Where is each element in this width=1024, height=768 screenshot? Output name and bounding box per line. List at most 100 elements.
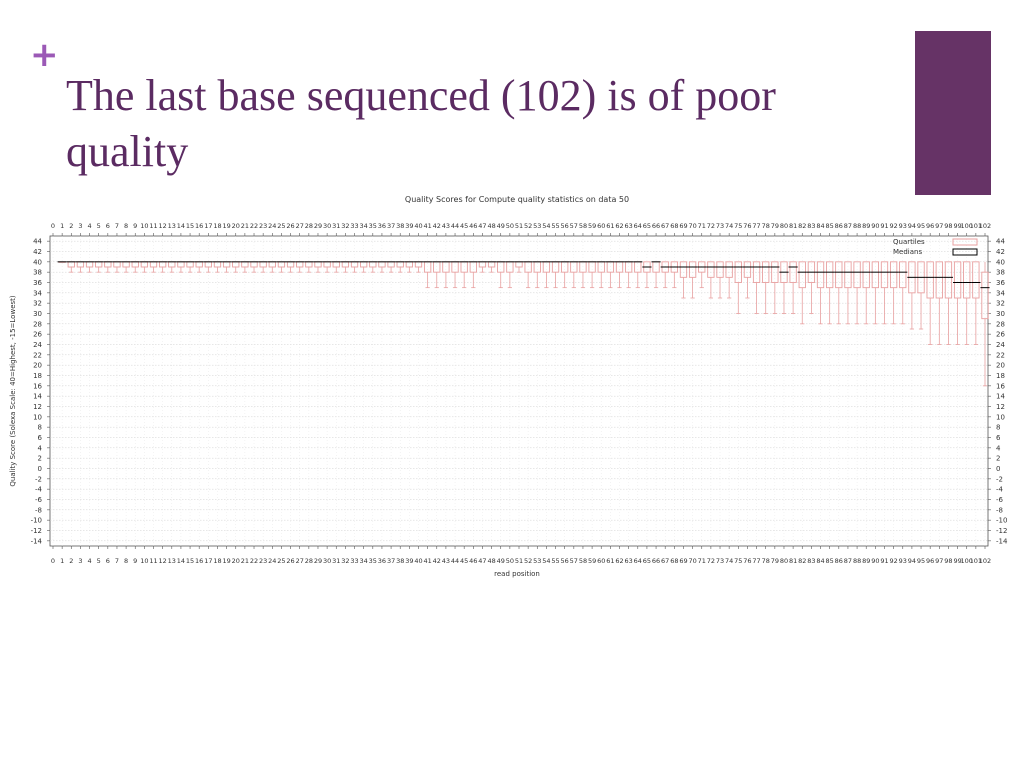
x-tick-label-bottom: 43 xyxy=(442,557,450,565)
x-tick-label-top: 51 xyxy=(515,222,523,230)
x-tick-label-top: 19 xyxy=(222,222,230,230)
x-tick-label-bottom: 92 xyxy=(889,557,897,565)
x-tick-label-bottom: 91 xyxy=(880,557,888,565)
x-tick-label-bottom: 25 xyxy=(277,557,285,565)
box-quartiles xyxy=(762,261,770,283)
x-tick-label-top: 23 xyxy=(259,222,267,230)
x-tick-label-top: 78 xyxy=(762,222,770,230)
x-tick-label-bottom: 8 xyxy=(124,557,128,565)
x-tick-label-bottom: 53 xyxy=(533,557,541,565)
y-tick-label-right: 18 xyxy=(996,372,1005,380)
bullet-plus-icon: + xyxy=(30,35,59,75)
x-tick-label-top: 96 xyxy=(926,222,934,230)
y-tick-label-right: -8 xyxy=(996,506,1003,514)
y-tick-label-right: 14 xyxy=(996,393,1005,401)
x-tick-label-top: 67 xyxy=(661,222,669,230)
x-tick-label-bottom: 59 xyxy=(588,557,596,565)
y-tick-label-right: 34 xyxy=(996,289,1005,297)
x-tick-label-top: 10 xyxy=(140,222,148,230)
legend-label-quartiles: Quartiles xyxy=(893,238,925,246)
x-tick-label-bottom: 98 xyxy=(944,557,952,565)
legend-swatch-medians xyxy=(952,248,978,256)
y-tick-label-left: 14 xyxy=(33,393,42,401)
y-tick-label-left: -8 xyxy=(35,506,42,514)
x-tick-label-top: 1 xyxy=(60,222,64,230)
y-tick-label-right: 6 xyxy=(996,434,1001,442)
x-tick-label-top: 20 xyxy=(232,222,240,230)
y-tick-label-right: 44 xyxy=(996,238,1005,246)
x-tick-label-top: 81 xyxy=(789,222,797,230)
x-tick-label-top: 7 xyxy=(115,222,119,230)
x-tick-label-bottom: 62 xyxy=(615,557,623,565)
x-tick-label-bottom: 26 xyxy=(286,557,294,565)
x-tick-label-bottom: 16 xyxy=(195,557,203,565)
y-tick-label-right: 26 xyxy=(996,331,1005,339)
x-tick-label-top: 45 xyxy=(460,222,468,230)
x-tick-label-top: 46 xyxy=(469,222,477,230)
x-tick-label-bottom: 34 xyxy=(360,557,368,565)
x-tick-label-top: 72 xyxy=(707,222,715,230)
x-tick-label-bottom: 27 xyxy=(296,557,304,565)
y-tick-label-right: -2 xyxy=(996,475,1003,483)
x-tick-label-top: 69 xyxy=(679,222,687,230)
y-tick-label-left: -12 xyxy=(31,527,42,535)
x-tick-label-bottom: 32 xyxy=(341,557,349,565)
x-tick-label-top: 62 xyxy=(615,222,623,230)
x-tick-label-bottom: 54 xyxy=(542,557,550,565)
box-quartiles xyxy=(972,261,980,299)
x-tick-label-bottom: 23 xyxy=(259,557,267,565)
x-tick-label-top: 91 xyxy=(880,222,888,230)
x-tick-label-bottom: 39 xyxy=(405,557,413,565)
x-tick-label-top: 29 xyxy=(314,222,322,230)
box-quartiles xyxy=(835,261,843,289)
x-tick-label-bottom: 71 xyxy=(698,557,706,565)
x-axis-label: read position xyxy=(494,570,540,578)
box-quartiles xyxy=(880,261,889,289)
x-tick-label-top: 4 xyxy=(87,222,91,230)
x-tick-label-bottom: 67 xyxy=(661,557,669,565)
y-tick-label-right: -6 xyxy=(996,496,1004,504)
x-tick-label-top: 61 xyxy=(606,222,614,230)
x-tick-label-top: 70 xyxy=(688,222,696,230)
x-tick-label-bottom: 76 xyxy=(743,557,751,565)
y-tick-label-right: -12 xyxy=(996,527,1007,535)
x-tick-label-top: 55 xyxy=(551,222,559,230)
y-tick-label-right: -4 xyxy=(996,486,1004,494)
x-tick-label-bottom: 87 xyxy=(844,557,852,565)
y-tick-label-right: 8 xyxy=(996,424,1000,432)
x-tick-label-bottom: 51 xyxy=(515,557,523,565)
slide-title: The last base sequenced (102) is of poor… xyxy=(66,71,776,176)
x-tick-label-bottom: 31 xyxy=(332,557,340,565)
x-tick-label-bottom: 42 xyxy=(433,557,441,565)
x-tick-label-top: 0 xyxy=(51,222,55,230)
x-tick-label-bottom: 85 xyxy=(826,557,834,565)
x-tick-label-top: 53 xyxy=(533,222,541,230)
x-tick-label-top: 83 xyxy=(807,222,815,230)
x-tick-label-bottom: 12 xyxy=(159,557,167,565)
y-tick-label-left: 8 xyxy=(38,424,42,432)
x-tick-label-top: 89 xyxy=(862,222,870,230)
x-tick-label-bottom: 100 xyxy=(961,557,973,565)
x-tick-label-bottom: 55 xyxy=(551,557,559,565)
x-tick-label-top: 14 xyxy=(177,222,185,230)
box-quartiles xyxy=(963,261,971,299)
x-tick-label-bottom: 48 xyxy=(487,557,495,565)
y-tick-label-left: 30 xyxy=(33,310,42,318)
x-tick-label-top: 60 xyxy=(597,222,605,230)
x-tick-label-bottom: 84 xyxy=(816,557,824,565)
x-tick-label-bottom: 60 xyxy=(597,557,605,565)
x-tick-label-top: 56 xyxy=(561,222,569,230)
y-tick-label-left: -10 xyxy=(31,517,42,525)
x-tick-label-bottom: 44 xyxy=(451,557,459,565)
y-tick-label-left: 16 xyxy=(33,382,42,390)
y-tick-label-right: 20 xyxy=(996,362,1005,370)
x-tick-label-top: 13 xyxy=(168,222,176,230)
quality-chart-svg: Quality Scores for Compute quality stati… xyxy=(9,195,1008,578)
x-tick-label-top: 42 xyxy=(433,222,441,230)
x-tick-label-top: 87 xyxy=(844,222,852,230)
x-tick-label-bottom: 90 xyxy=(871,557,879,565)
box-quartiles xyxy=(862,261,870,289)
legend-swatch-quartiles xyxy=(952,238,978,246)
box-quartiles xyxy=(688,261,697,278)
y-tick-label-left: 12 xyxy=(33,403,42,411)
